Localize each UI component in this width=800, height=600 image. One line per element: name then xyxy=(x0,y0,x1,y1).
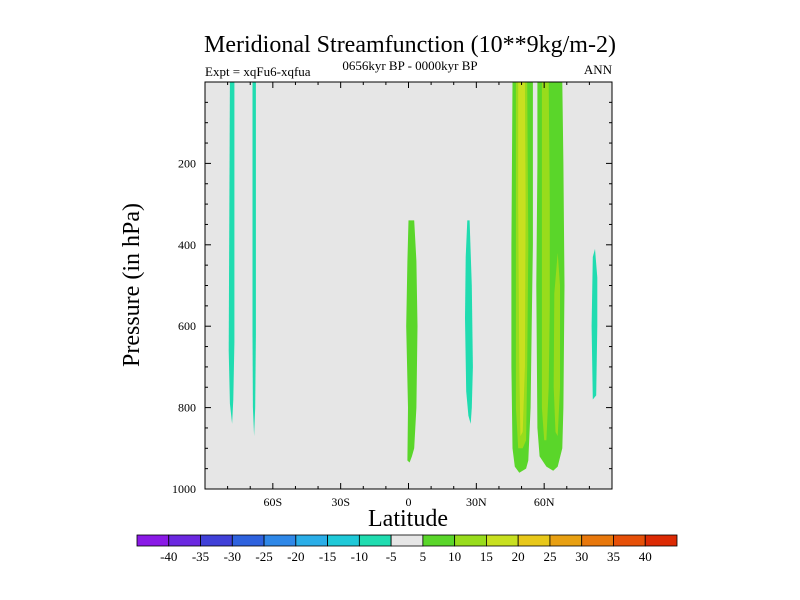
x-tick-label: 30N xyxy=(466,495,487,509)
contour-region-25n-neg xyxy=(465,220,473,424)
colorbar-label: 25 xyxy=(543,549,556,564)
contour-region-eq-pos xyxy=(406,220,418,463)
colorbar-swatch xyxy=(390,534,424,547)
x-tick-label: 60N xyxy=(534,495,555,509)
colorbar-label: -30 xyxy=(224,549,241,564)
subtitle-right: ANN xyxy=(584,62,613,77)
colorbar-label: 5 xyxy=(420,549,427,564)
colorbar-label: -20 xyxy=(287,549,304,564)
colorbar-label: 20 xyxy=(512,549,525,564)
subtitle-center: 0656kyr BP - 0000kyr BP xyxy=(342,58,477,73)
colorbar-swatch xyxy=(231,534,265,547)
colorbar-swatch xyxy=(613,534,646,547)
colorbar-label: 10 xyxy=(448,549,461,564)
colorbar-swatch xyxy=(136,534,170,547)
colorbar-label: -35 xyxy=(192,549,209,564)
y-tick-label: 800 xyxy=(178,401,196,415)
subtitle-left: Expt = xqFu6-xqfua xyxy=(205,64,311,79)
contour-region-80s-neg xyxy=(228,82,235,424)
colorbar-swatch xyxy=(454,534,487,547)
colorbar-swatch xyxy=(263,534,297,547)
colorbar-swatch xyxy=(422,534,456,547)
colorbar-label: -15 xyxy=(319,549,336,564)
colorbar-label: -25 xyxy=(255,549,272,564)
colorbar-swatch xyxy=(549,534,583,547)
y-tick-label: 400 xyxy=(178,238,196,252)
colorbar-swatch xyxy=(486,534,519,547)
colorbar-swatch xyxy=(517,534,551,547)
colorbar-label: 35 xyxy=(607,549,620,564)
y-tick-label: 600 xyxy=(178,319,196,333)
colorbar-label: 30 xyxy=(575,549,588,564)
x-tick-label: 0 xyxy=(406,495,412,509)
y-axis-label: Pressure (in hPa) xyxy=(119,203,145,367)
colorbar-label: -10 xyxy=(351,549,368,564)
x-axis-label: Latitude xyxy=(368,506,448,532)
y-tick-label: 200 xyxy=(178,156,196,170)
contour-region-50n-max xyxy=(518,82,526,437)
colorbar-swatch xyxy=(168,534,201,547)
colorbar-label: -5 xyxy=(386,549,397,564)
colorbar-label: 15 xyxy=(480,549,493,564)
colorbar: -40 -35 -30 -25 -20 -15 -10 -5 5 10 15 20 25 30 35 40 xyxy=(136,534,678,564)
contour-region-70s-neg xyxy=(252,82,256,437)
plot-area: 60S 30S 0 30N 60N 200 400 600 800 1000 xyxy=(172,81,613,509)
contour-region-61n-core xyxy=(541,82,550,441)
colorbar-swatch xyxy=(200,534,233,547)
contour-region-80n-neg xyxy=(591,248,598,400)
y-tick-label: 1000 xyxy=(172,482,196,496)
contour-region-65n-core xyxy=(553,252,560,437)
colorbar-swatch xyxy=(644,534,678,547)
colorbar-swatch xyxy=(295,534,328,547)
colorbar-label: -40 xyxy=(160,549,177,564)
axis-ticks: 60S 30S 0 30N 60N 200 400 600 800 1000 xyxy=(172,81,613,509)
chart-title: Meridional Streamfunction (10**9kg/m-2) xyxy=(204,32,616,58)
x-tick-label: 30S xyxy=(331,495,350,509)
x-tick-label: 60S xyxy=(263,495,282,509)
contour-regions xyxy=(228,82,598,473)
contour-region-60n-pos xyxy=(536,82,565,471)
colorbar-label: 40 xyxy=(639,549,652,564)
colorbar-swatch xyxy=(581,534,614,547)
colorbar-swatch xyxy=(327,534,360,547)
colorbar-swatch xyxy=(358,534,392,547)
